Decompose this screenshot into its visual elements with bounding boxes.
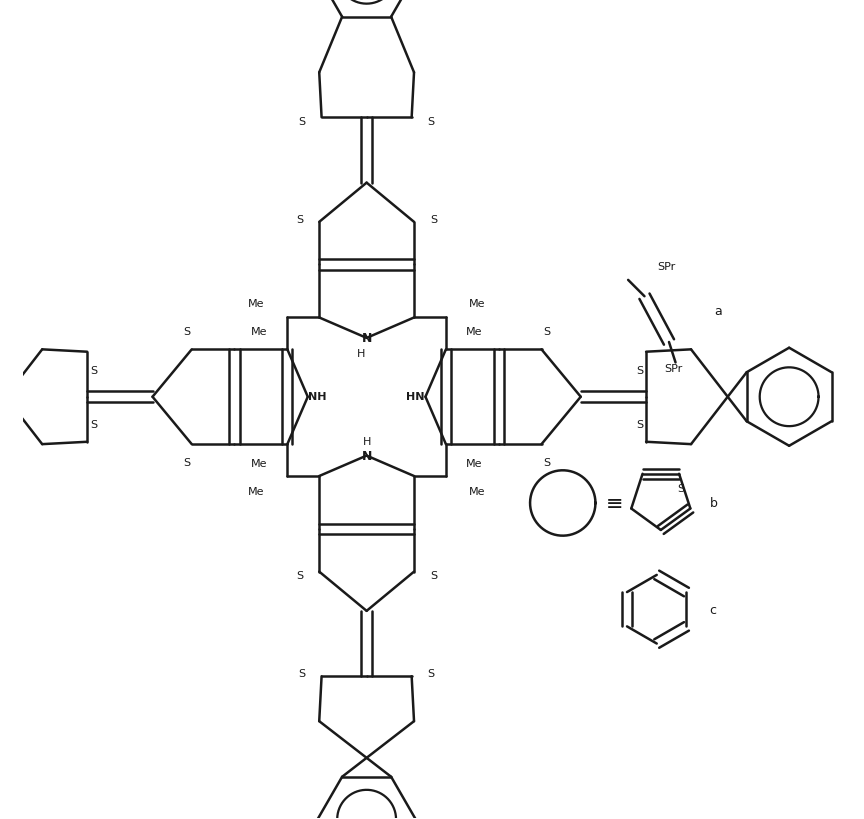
Text: S: S	[183, 327, 190, 337]
Text: Me: Me	[466, 326, 482, 336]
Text: SPr: SPr	[658, 261, 676, 272]
Text: S: S	[636, 365, 643, 375]
Text: S: S	[90, 419, 98, 429]
Text: NH: NH	[308, 391, 327, 401]
Text: S: S	[298, 116, 306, 126]
Text: N: N	[361, 450, 372, 463]
Text: H: H	[362, 437, 371, 446]
Text: b: b	[710, 497, 718, 510]
Text: S: S	[428, 116, 435, 126]
Text: Me: Me	[248, 486, 264, 496]
Text: Me: Me	[248, 298, 264, 309]
Text: S: S	[543, 458, 550, 468]
Text: Me: Me	[468, 486, 486, 496]
Text: S: S	[677, 484, 684, 494]
Text: S: S	[183, 458, 190, 468]
Text: Me: Me	[468, 298, 486, 309]
Text: Me: Me	[466, 459, 482, 468]
Text: S: S	[543, 327, 550, 337]
Text: Me: Me	[251, 459, 268, 468]
Text: H: H	[357, 348, 365, 358]
Text: S: S	[430, 215, 437, 224]
Text: N: N	[361, 332, 372, 345]
Text: S: S	[296, 215, 303, 224]
Text: c: c	[708, 603, 715, 616]
Text: S: S	[90, 365, 98, 375]
Text: S: S	[296, 570, 303, 580]
Text: Me: Me	[251, 326, 268, 336]
Text: S: S	[428, 668, 435, 678]
Text: S: S	[636, 419, 643, 429]
Text: a: a	[715, 305, 722, 318]
Text: S: S	[298, 668, 306, 678]
Text: S: S	[430, 570, 437, 580]
Text: ≡: ≡	[607, 493, 624, 514]
Text: SPr: SPr	[664, 364, 683, 373]
Text: HN: HN	[406, 391, 425, 401]
